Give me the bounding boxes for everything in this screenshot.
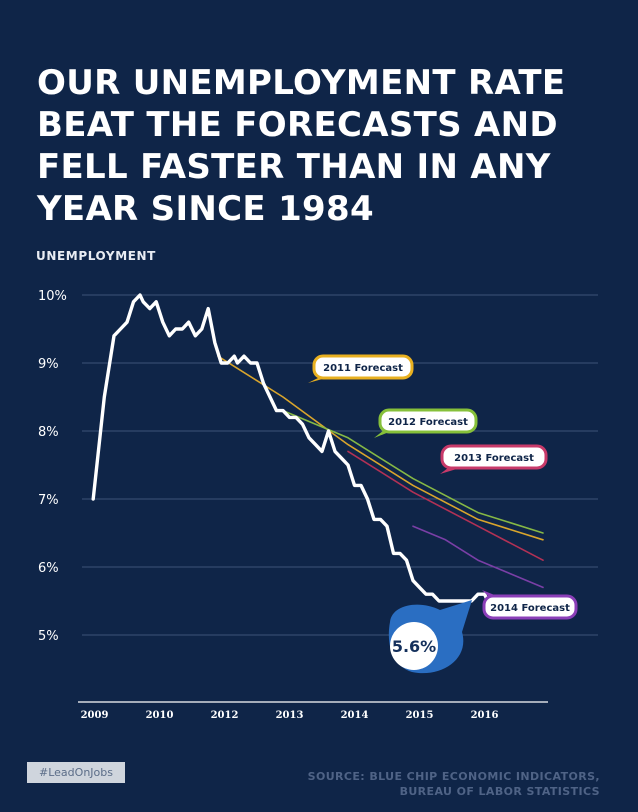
x-tick-label: 2009 bbox=[81, 710, 109, 721]
current-rate-label: 5.6% bbox=[392, 637, 436, 656]
source-line: SOURCE: BLUE CHIP ECONOMIC INDICATORS, bbox=[307, 770, 600, 783]
headline: OUR UNEMPLOYMENT RATE BEAT THE FORECASTS… bbox=[37, 62, 617, 230]
forecast-callout: 2011 Forecast bbox=[308, 354, 414, 383]
x-tick-label: 2016 bbox=[471, 710, 499, 721]
forecast-line bbox=[347, 450, 544, 562]
y-tick-label: 9% bbox=[38, 357, 59, 372]
forecast-callout: 2012 Forecast bbox=[374, 408, 478, 438]
x-tick-label: 2014 bbox=[341, 710, 369, 721]
callout-box bbox=[312, 354, 414, 380]
callout-box bbox=[378, 408, 478, 434]
headline-line: BEAT THE FORECASTS AND bbox=[37, 105, 558, 145]
x-tick-label: 2013 bbox=[276, 710, 304, 721]
forecast-line bbox=[217, 355, 544, 541]
x-tick-label: 2010 bbox=[146, 710, 174, 721]
current-rate-callout: 5.6% bbox=[388, 600, 472, 674]
source-line: BUREAU OF LABOR STATISTICS bbox=[399, 785, 600, 798]
callout-label: 2014 Forecast bbox=[490, 603, 570, 614]
callout-label: 2013 Forecast bbox=[454, 453, 534, 464]
forecast-line bbox=[412, 525, 544, 589]
y-tick-label: 5% bbox=[38, 629, 59, 644]
y-tick-label: 6% bbox=[38, 561, 59, 576]
actual-rate-line bbox=[91, 293, 490, 603]
headline-line: OUR UNEMPLOYMENT RATE bbox=[37, 63, 566, 103]
callout-circle bbox=[390, 622, 438, 670]
y-tick-label: 7% bbox=[38, 493, 59, 508]
forecast-callout: 2013 Forecast bbox=[440, 444, 548, 474]
chart-title: UNEMPLOYMENT bbox=[36, 249, 156, 263]
forecast-line bbox=[282, 409, 544, 534]
y-tick-label: 10% bbox=[38, 289, 67, 304]
headline-line: FELL FASTER THAN IN ANY bbox=[37, 147, 551, 187]
source-credit: SOURCE: BLUE CHIP ECONOMIC INDICATORS, B… bbox=[308, 769, 600, 799]
callout-label: 2012 Forecast bbox=[388, 417, 468, 428]
callout-label: 2011 Forecast bbox=[323, 363, 403, 374]
forecast-callout: 2014 Forecast bbox=[482, 590, 578, 620]
headline-line: YEAR SINCE 1984 bbox=[37, 189, 374, 229]
x-tick-label: 2015 bbox=[406, 710, 434, 721]
y-tick-label: 8% bbox=[38, 425, 59, 440]
x-tick-label: 2012 bbox=[211, 710, 239, 721]
callout-box bbox=[482, 594, 578, 620]
callout-box bbox=[440, 444, 548, 470]
hashtag-label: #LeadOnJobs bbox=[27, 762, 125, 783]
